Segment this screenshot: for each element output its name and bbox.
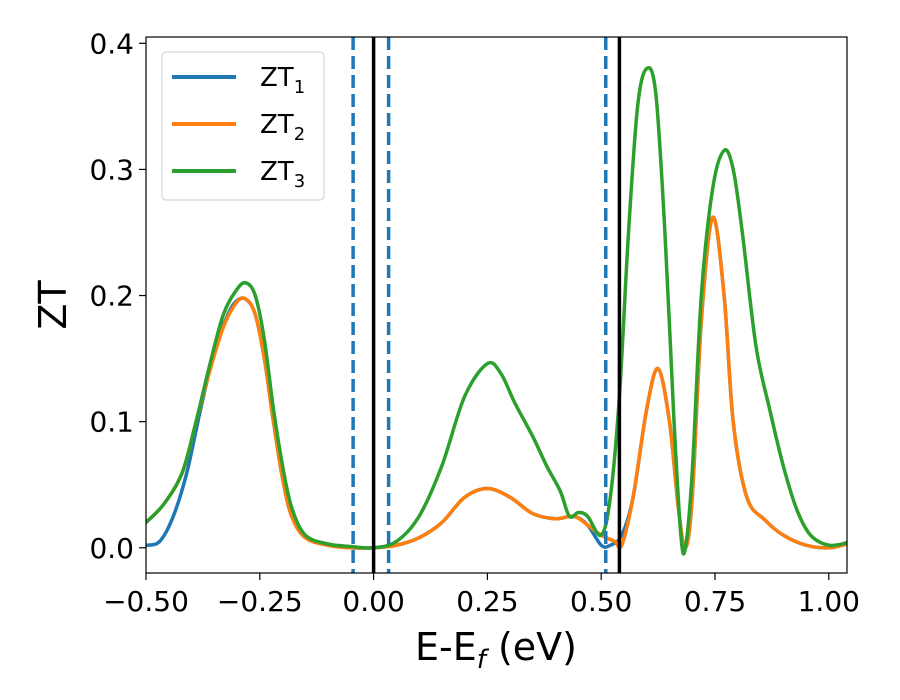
x-tick-label: 0.00 [342, 585, 404, 618]
plot-frame [145, 36, 848, 574]
legend: ZT1 ZT2 ZT3 [161, 51, 325, 201]
series-layer [146, 66, 847, 556]
x-axis: −0.50 −0.25 0.00 0.25 0.50 0.75 1.00 [103, 573, 860, 618]
x-tick-label: −0.25 [217, 585, 303, 618]
y-tick-label: 0.1 [89, 406, 134, 439]
legend-label-zt2: ZT2 [260, 110, 305, 145]
x-tick-label: 1.00 [798, 585, 860, 618]
y-axis: 0.0 0.1 0.2 0.3 0.4 [89, 27, 146, 565]
y-tick-label: 0.3 [89, 153, 134, 186]
x-tick-label: −0.50 [103, 585, 189, 618]
y-tick-label: 0.2 [89, 280, 134, 313]
y-axis-label: ZT [31, 280, 75, 330]
x-tick-label: 0.25 [456, 585, 518, 618]
x-axis-label: E-Ef (eV) [415, 625, 577, 675]
series-line-zt3 [146, 66, 847, 556]
legend-box [161, 51, 325, 201]
reference-lines-layer [351, 37, 622, 573]
y-tick-label: 0.0 [89, 532, 134, 565]
legend-label-zt3: ZT3 [260, 157, 305, 192]
x-tick-label: 0.75 [684, 585, 746, 618]
y-tick-label: 0.4 [89, 27, 134, 60]
legend-label-zt1: ZT1 [260, 63, 305, 98]
x-tick-label: 0.50 [570, 585, 632, 618]
series-line-zt2 [146, 215, 847, 550]
series-line-zt1 [146, 215, 847, 550]
